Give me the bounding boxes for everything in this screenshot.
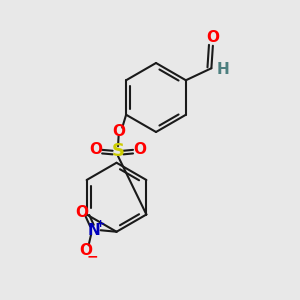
Text: S: S xyxy=(112,142,124,160)
Text: O: O xyxy=(206,30,219,45)
Text: H: H xyxy=(216,62,229,77)
Text: O: O xyxy=(79,243,92,258)
Text: O: O xyxy=(112,124,125,139)
Text: O: O xyxy=(89,142,102,157)
Text: O: O xyxy=(75,205,88,220)
Text: −: − xyxy=(86,249,98,263)
Text: O: O xyxy=(133,142,146,157)
Text: +: + xyxy=(96,219,105,229)
Text: N: N xyxy=(88,223,100,238)
